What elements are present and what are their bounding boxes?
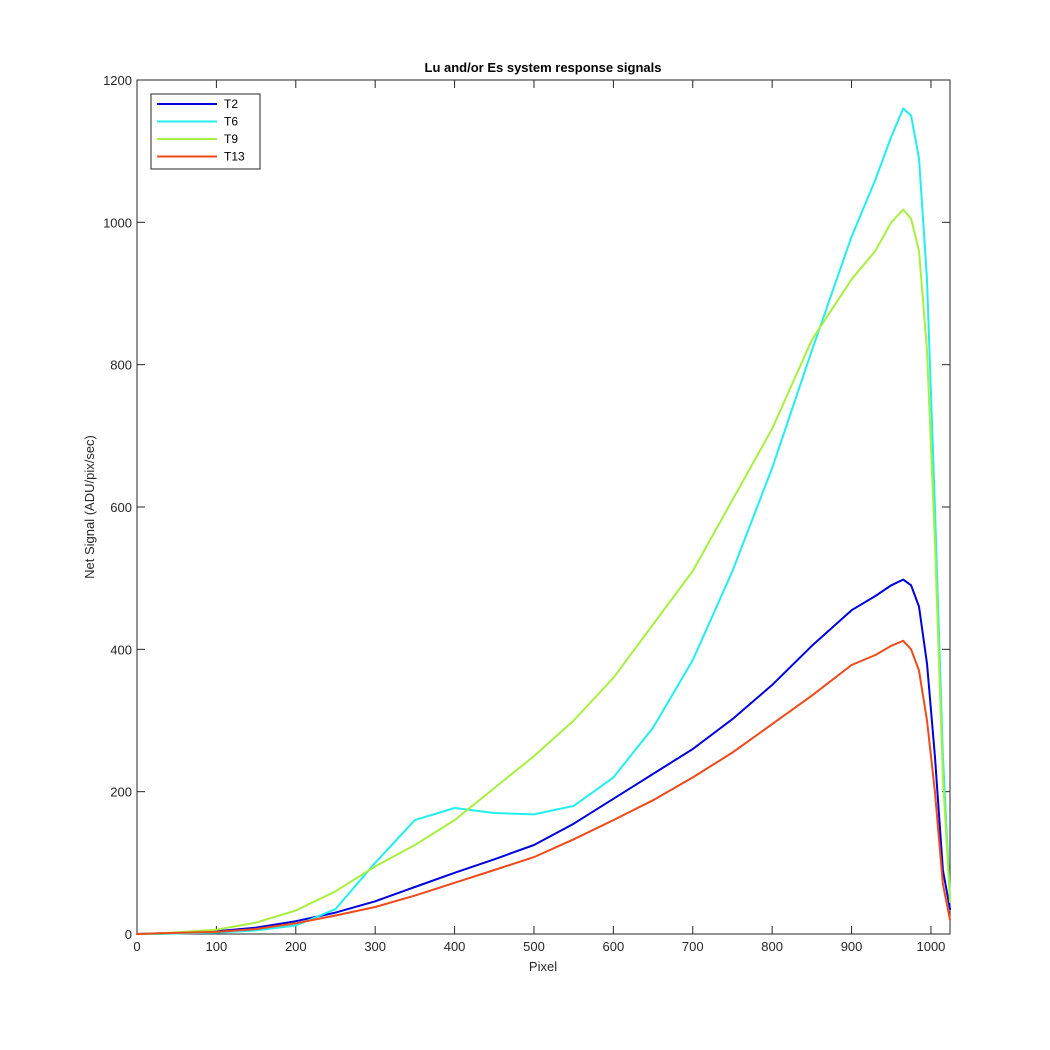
legend-label: T2	[224, 97, 238, 111]
x-tick-label: 900	[841, 939, 863, 954]
x-tick-label: 400	[444, 939, 466, 954]
legend-label: T9	[224, 132, 238, 146]
x-tick-label: 800	[761, 939, 783, 954]
y-axis: 0 200 400 600 800 1000 1200	[103, 73, 950, 942]
y-tick-label: 200	[110, 785, 132, 800]
series-line-t9	[136, 208, 951, 935]
y-tick-label: 1000	[103, 215, 132, 230]
series-lines	[136, 107, 951, 935]
series-line-t13	[136, 639, 951, 935]
series-line-t2	[136, 578, 951, 935]
x-tick-label: 700	[682, 939, 704, 954]
legend-label: T6	[224, 115, 238, 129]
x-axis: 0 100 200 300 400 500 600 700 800 900 1000	[133, 80, 945, 954]
y-tick-label: 0	[125, 927, 132, 942]
x-tick-label: 500	[523, 939, 545, 954]
x-tick-label: 100	[206, 939, 228, 954]
x-tick-label: 1000	[916, 939, 945, 954]
chart-title: Lu and/or Es system response signals	[425, 60, 662, 75]
x-tick-label: 0	[133, 939, 140, 954]
legend: T2 T6 T9 T13	[150, 93, 261, 170]
series-line-t6	[136, 107, 951, 935]
y-tick-label: 600	[110, 500, 132, 515]
x-tick-label: 600	[603, 939, 625, 954]
y-axis-label: Net Signal (ADU/pix/sec)	[82, 435, 97, 579]
legend-label: T13	[224, 150, 245, 164]
y-tick-label: 1200	[103, 73, 132, 88]
x-axis-label: Pixel	[529, 959, 557, 974]
x-tick-label: 200	[285, 939, 307, 954]
y-tick-label: 400	[110, 642, 132, 657]
y-tick-label: 800	[110, 358, 132, 373]
x-tick-label: 300	[364, 939, 386, 954]
